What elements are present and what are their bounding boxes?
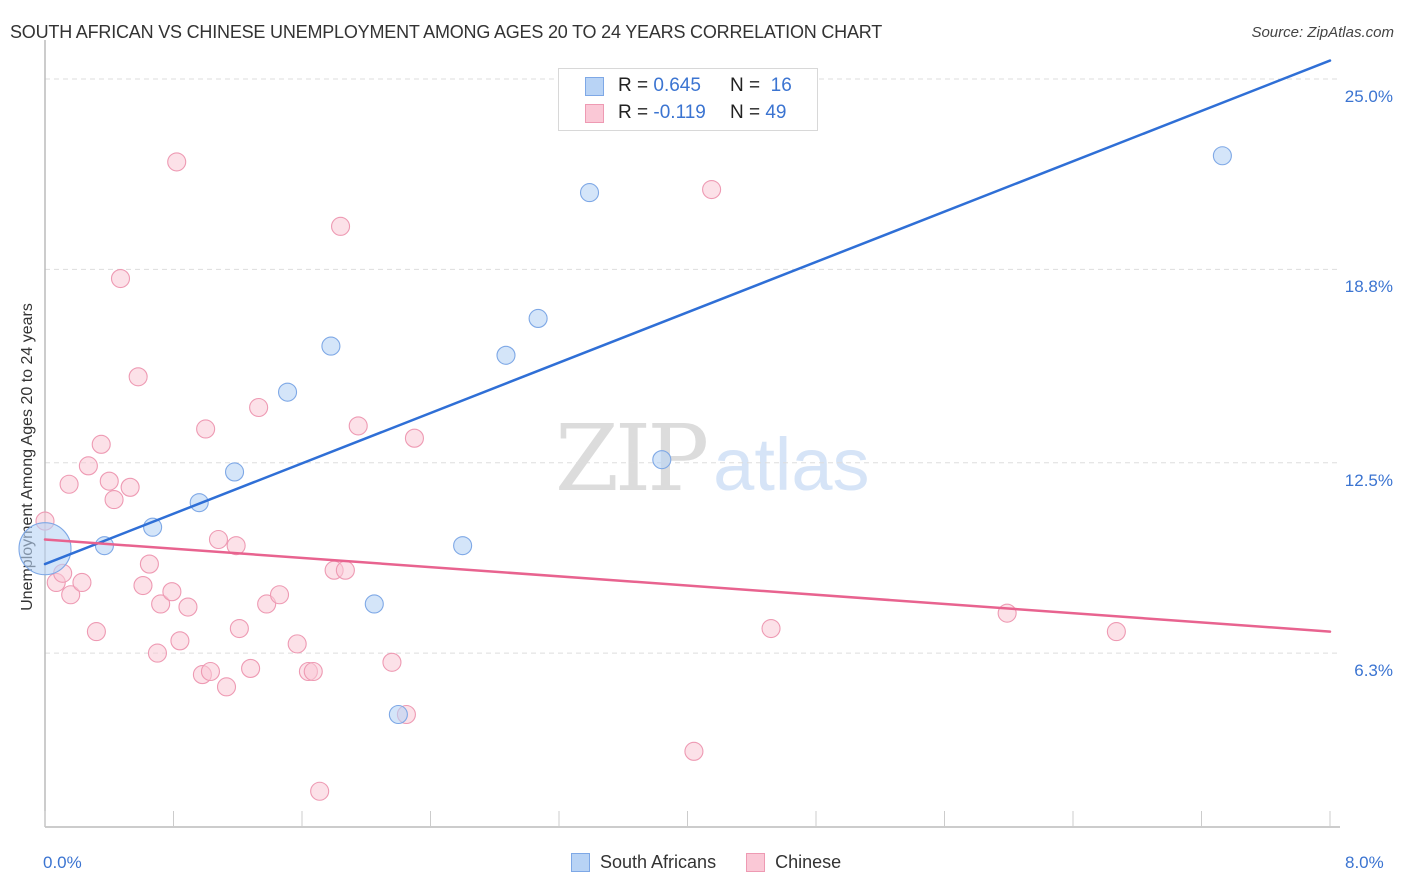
chinese-point — [249, 397, 269, 418]
chinese-point — [200, 661, 220, 682]
chinese-point — [120, 477, 140, 497]
x-tick-max: 8.0% — [1345, 853, 1384, 872]
chinese-point — [287, 634, 307, 654]
trend-lines — [43, 59, 1332, 633]
chinese-point — [151, 594, 171, 614]
y-tick-label: 12.5% — [1344, 470, 1393, 490]
south-african-point — [224, 462, 245, 482]
south-africans-swatch-icon — [585, 76, 604, 96]
axes — [44, 40, 1340, 828]
chinese-point — [241, 658, 261, 678]
chinese-point — [61, 585, 81, 605]
south-african-point — [579, 183, 600, 203]
south-african-point — [496, 345, 516, 365]
south-african-point — [388, 704, 408, 725]
chinese-point — [348, 416, 368, 436]
south-african-point — [1212, 146, 1232, 166]
chinese-point — [72, 572, 92, 593]
chinese-point — [404, 428, 424, 448]
south-african-point — [277, 382, 298, 402]
chinese-points — [35, 152, 1126, 801]
legend-label: Chinese — [775, 852, 842, 872]
y-tick-label: 18.8% — [1344, 277, 1393, 297]
y-tick-label: 6.3% — [1354, 661, 1393, 681]
chinese-point — [110, 268, 131, 289]
r-label: R = — [618, 75, 649, 96]
chinese-point — [128, 367, 148, 387]
legend-row-chinese: R = -0.119 N = 49 — [585, 100, 786, 126]
n-label: N = — [729, 102, 761, 123]
chinese-point — [216, 677, 237, 697]
chinese-point — [310, 781, 330, 801]
y-tick-label: 25.0% — [1344, 87, 1393, 106]
r-value: 0.645 — [653, 75, 701, 96]
source-label: Source: ZipAtlas.com — [1251, 24, 1394, 41]
chinese-swatch-icon — [746, 853, 766, 872]
series-legend: South Africans Chinese — [571, 852, 871, 873]
chinese-point — [196, 419, 216, 439]
chinese-point — [229, 618, 249, 639]
chinese-point — [269, 585, 290, 605]
chinese-point — [99, 471, 119, 491]
chinese-swatch-icon — [585, 103, 604, 123]
chinese-point — [702, 179, 722, 200]
south-african-point — [528, 308, 548, 329]
south-african-point — [652, 450, 672, 470]
chinese-point — [170, 631, 190, 651]
south-african-point — [18, 522, 72, 576]
chinese-point — [91, 434, 111, 454]
legend-row-south-africans: R = 0.645 N = 16 — [585, 73, 792, 99]
chinese-point — [382, 652, 402, 672]
chinese-point — [133, 575, 153, 596]
r-value: -0.119 — [653, 102, 706, 123]
south-african-points — [18, 109, 1232, 725]
legend-label: South Africans — [600, 852, 717, 872]
chinese-point — [208, 529, 229, 550]
chinese-point — [86, 622, 106, 642]
x-tick-min: 0.0% — [43, 853, 82, 872]
chinese-point — [257, 594, 277, 614]
chinese-point — [139, 554, 159, 574]
south-african-point — [364, 594, 384, 614]
grid-lines — [45, 78, 1340, 654]
legend-item-chinese[interactable]: Chinese — [746, 852, 841, 873]
chinese-trend-line — [43, 538, 1332, 633]
chinese-point — [226, 536, 246, 556]
south-african-point — [453, 536, 473, 556]
chinese-point — [330, 216, 351, 236]
chinese-point — [104, 490, 124, 510]
chinese-point — [59, 474, 79, 494]
chinese-point — [1106, 622, 1126, 642]
chinese-point — [761, 618, 781, 639]
correlation-legend: R = 0.645 N = 16 R = -0.119 N = 49 — [558, 68, 818, 131]
chinese-point — [178, 597, 198, 617]
n-label: N = — [729, 75, 761, 96]
chinese-point — [147, 643, 167, 663]
n-value: 49 — [765, 102, 787, 123]
n-value: 16 — [770, 75, 792, 96]
chinese-point — [335, 560, 355, 580]
r-label: R = — [618, 102, 649, 123]
chinese-point — [684, 741, 704, 761]
chinese-point — [78, 456, 98, 476]
chinese-point — [303, 661, 323, 682]
south-africans-swatch-icon — [571, 853, 590, 872]
south-africans-trend-line — [43, 59, 1332, 566]
legend-item-south-africans[interactable]: South Africans — [571, 852, 716, 873]
chinese-point — [167, 152, 187, 172]
chart-title: SOUTH AFRICAN VS CHINESE UNEMPLOYMENT AM… — [10, 22, 883, 42]
chinese-point — [162, 582, 182, 602]
south-african-point — [321, 336, 341, 356]
